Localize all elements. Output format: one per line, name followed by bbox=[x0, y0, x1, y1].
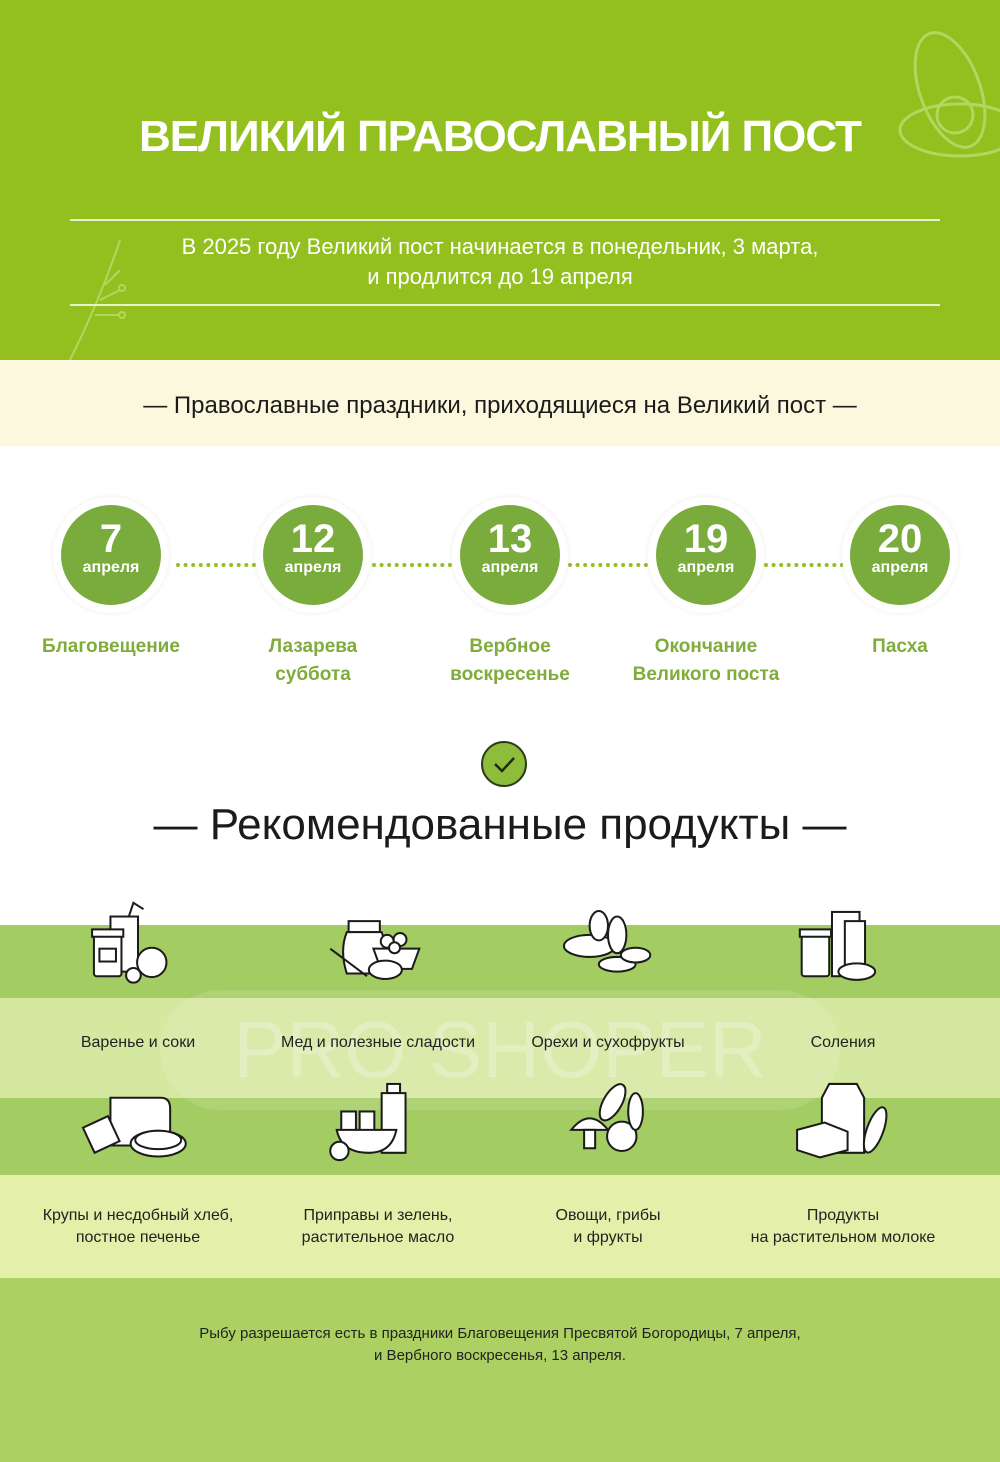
holiday-name: Окончание Великого поста bbox=[616, 633, 796, 689]
date-circle: 12 апреля bbox=[263, 505, 363, 605]
holiday-name-line: Пасха bbox=[872, 636, 928, 657]
subtitle: В 2025 году Великий пост начинается в по… bbox=[0, 232, 1000, 292]
month-label: апреля bbox=[481, 559, 539, 576]
holiday-name: Благовещение bbox=[21, 633, 201, 661]
product-label: Продукты на растительном молоке bbox=[723, 1205, 963, 1249]
flower-decoration-icon bbox=[898, 31, 1000, 158]
holiday-date-badge: 12 апреля bbox=[255, 497, 371, 613]
product-label: Орехи и сухофрукты bbox=[488, 1032, 728, 1054]
product-label: Овощи, грибы и фрукты bbox=[488, 1205, 728, 1249]
holiday-name-line: Благовещение bbox=[42, 636, 180, 657]
header bbox=[0, 0, 1000, 360]
subtitle-line: и продлится до 19 апреля bbox=[367, 264, 633, 289]
timeline-connector bbox=[372, 563, 452, 567]
date-circle: 20 апреля bbox=[850, 505, 950, 605]
plant-milk-icon bbox=[796, 1082, 888, 1159]
fish-note: Рыбу разрешается есть в праздники Благов… bbox=[0, 1323, 1000, 1367]
holiday-name-line: воскресенье bbox=[450, 664, 570, 685]
note-line: Рыбу разрешается есть в праздники Благов… bbox=[199, 1325, 801, 1342]
holiday-name: Лазарева суббота bbox=[223, 633, 403, 689]
pickles-icon bbox=[798, 910, 877, 981]
nuts-dried-fruit-icon bbox=[562, 910, 652, 973]
band bbox=[0, 998, 1000, 1098]
product-label: Варенье и соки bbox=[18, 1032, 258, 1054]
product-label-line: растительное масло bbox=[301, 1229, 455, 1246]
product-label-line: Варенье и соки bbox=[80, 1034, 196, 1051]
herb-decoration-icon bbox=[69, 240, 126, 360]
day-number: 7 bbox=[99, 517, 123, 561]
product-label: Мед и полезные сладости bbox=[258, 1032, 498, 1054]
product-label-line: Мед и полезные сладости bbox=[280, 1034, 476, 1051]
watermark: PRO SHOPER bbox=[160, 990, 840, 1110]
date-circle: 19 апреля bbox=[656, 505, 756, 605]
honey-sweets-icon bbox=[329, 920, 421, 980]
product-label-line: Соления bbox=[810, 1034, 876, 1051]
holiday-name: Пасха bbox=[810, 633, 990, 661]
product-label-line: Крупы и несдобный хлеб, bbox=[42, 1207, 234, 1224]
bread-cereal-icon bbox=[81, 1096, 187, 1158]
holiday-name-line: Лазарева bbox=[268, 636, 358, 657]
product-label: Приправы и зелень, растительное масло bbox=[258, 1205, 498, 1249]
holiday-date-badge: 7 апреля bbox=[53, 497, 169, 613]
timeline-connector bbox=[568, 563, 648, 567]
day-number: 20 bbox=[877, 517, 923, 561]
holiday-date-badge: 19 апреля bbox=[648, 497, 764, 613]
timeline-connector bbox=[764, 563, 844, 567]
day-number: 12 bbox=[290, 517, 336, 561]
divider bbox=[70, 304, 940, 306]
holiday-name: Вербное воскресенье bbox=[420, 633, 600, 689]
product-label-line: на растительном молоке bbox=[750, 1229, 936, 1246]
subtitle-line: В 2025 году Великий пост начинается в по… bbox=[181, 234, 819, 259]
page-title: ВЕЛИКИЙ ПРАВОСЛАВНЫЙ ПОСТ bbox=[139, 112, 862, 161]
product-label-line: Приправы и зелень, bbox=[303, 1207, 453, 1224]
spices-oil-icon bbox=[329, 1082, 407, 1162]
holiday-name-line: Великого поста bbox=[632, 664, 780, 685]
vegetables-mushrooms-icon bbox=[569, 1083, 644, 1152]
month-label: апреля bbox=[82, 559, 140, 576]
day-number: 19 bbox=[683, 517, 729, 561]
checkmark-icon bbox=[481, 741, 527, 787]
month-label: апреля bbox=[677, 559, 735, 576]
month-label: апреля bbox=[284, 559, 342, 576]
holiday-name-line: Окончание bbox=[654, 636, 758, 657]
holidays-band bbox=[0, 360, 1000, 446]
date-circle: 13 апреля bbox=[460, 505, 560, 605]
product-label: Соления bbox=[723, 1032, 963, 1054]
products-title: — Рекомендованные продукты — bbox=[153, 800, 847, 849]
holidays-title: — Православные праздники, приходящиеся н… bbox=[143, 392, 857, 419]
holiday-name-line: Вербное bbox=[469, 636, 551, 657]
product-label-line: и фрукты bbox=[573, 1229, 643, 1246]
holiday-name-line: суббота bbox=[275, 664, 351, 685]
product-label-line: Овощи, грибы bbox=[555, 1207, 661, 1224]
holiday-date-badge: 13 апреля bbox=[452, 497, 568, 613]
timeline-connector bbox=[176, 563, 256, 567]
note-line: и Вербного воскресенья, 13 апреля. bbox=[374, 1347, 626, 1364]
month-label: апреля bbox=[871, 559, 929, 576]
band bbox=[0, 1175, 1000, 1278]
divider bbox=[70, 219, 940, 221]
product-label-line: постное печенье bbox=[75, 1229, 201, 1246]
holiday-date-badge: 20 апреля bbox=[842, 497, 958, 613]
day-number: 13 bbox=[487, 517, 533, 561]
date-circle: 7 апреля bbox=[61, 505, 161, 605]
footer bbox=[0, 1278, 1000, 1462]
jam-juice-icon bbox=[91, 901, 168, 984]
product-label: Крупы и несдобный хлеб, постное печенье bbox=[18, 1205, 258, 1249]
product-label-line: Орехи и сухофрукты bbox=[531, 1034, 685, 1051]
product-label-line: Продукты bbox=[806, 1207, 880, 1224]
